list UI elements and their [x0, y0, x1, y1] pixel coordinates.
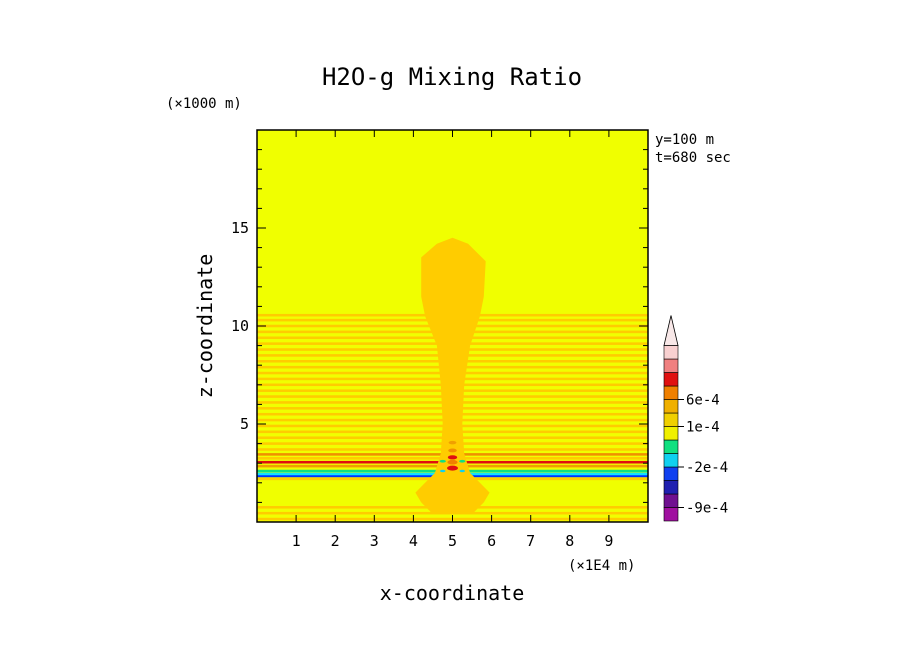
x-tick-label-6: 6: [487, 532, 496, 550]
colorbar-label-3: -9e-4: [686, 501, 728, 517]
x-tick-label-7: 7: [526, 532, 535, 550]
colorbar-swatch-8: [663, 399, 679, 414]
core-cell-0: [447, 465, 458, 471]
contour-field: [257, 130, 648, 522]
y-tick-label-10: 10: [231, 317, 249, 335]
core-cell-1: [447, 459, 458, 465]
colorbar-swatch-11: [663, 358, 679, 373]
x-tick-label-3: 3: [370, 532, 379, 550]
core-cell-3: [448, 448, 457, 453]
colorbar-extend-arrow: [663, 315, 679, 346]
colorbar-swatch-9: [663, 385, 679, 400]
core-cell-5: [439, 459, 446, 463]
colorbar-swatch-10: [663, 372, 679, 387]
x-tick-label-9: 9: [604, 532, 613, 550]
colorbar-swatch-7: [663, 412, 679, 427]
colorbar-swatch-4: [663, 453, 679, 468]
colorbar-swatch-5: [663, 439, 679, 454]
colorbar-swatch-6: [663, 426, 679, 441]
colorbar-swatch-12: [663, 345, 679, 360]
field-band-1: [257, 511, 648, 515]
y-axis-label: z-coordinate: [193, 254, 217, 399]
core-cell-8: [459, 469, 466, 473]
x-tick-label-2: 2: [331, 532, 340, 550]
colorbar-label-1: 1e-4: [686, 420, 720, 436]
y-tick-label-5: 5: [240, 415, 249, 433]
x-unit-label: (×1E4 m): [568, 558, 635, 574]
x-axis-label: x-coordinate: [380, 581, 525, 605]
colorbar: 6e-4 1e-4 -2e-4 -9e-4: [663, 315, 728, 522]
x-tick-label-8: 8: [565, 532, 574, 550]
colorbar-label-2: -2e-4: [686, 460, 728, 476]
colorbar-swatch-0: [663, 507, 679, 522]
colorbar-swatch-3: [663, 466, 679, 481]
chart-title: H2O-g Mixing Ratio: [322, 63, 582, 91]
axis-ticks: 1 2 3 4 5 6 7 8 9 5 10 15: [231, 130, 648, 550]
y-tick-label-15: 15: [231, 219, 249, 237]
y-unit-label: (×1000 m): [166, 96, 242, 112]
x-tick-label-5: 5: [448, 532, 457, 550]
colorbar-label-0: 6e-4: [686, 393, 720, 409]
x-tick-label-1: 1: [292, 532, 301, 550]
core-cell-6: [459, 459, 466, 463]
x-tick-label-4: 4: [409, 532, 418, 550]
core-cell-2: [447, 455, 458, 460]
core-cell-4: [448, 440, 457, 445]
plume: [415, 237, 490, 513]
colorbar-swatch-2: [663, 480, 679, 495]
annotation-y: y=100 m: [655, 132, 714, 148]
core-cell-7: [439, 469, 446, 473]
colorbar-swatch-1: [663, 493, 679, 508]
annotation-t: t=680 sec: [655, 150, 731, 166]
